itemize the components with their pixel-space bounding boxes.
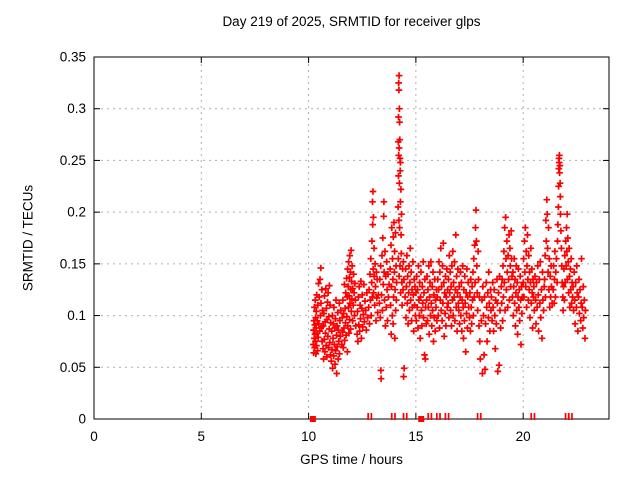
- svg-text:0.2: 0.2: [67, 205, 86, 220]
- x-axis-label: GPS time / hours: [300, 452, 403, 467]
- svg-text:0.3: 0.3: [67, 101, 86, 116]
- svg-text:0.1: 0.1: [67, 308, 86, 323]
- svg-text:15: 15: [408, 429, 423, 444]
- svg-text:10: 10: [301, 429, 316, 444]
- svg-text:20: 20: [516, 429, 531, 444]
- data-points: [310, 72, 589, 382]
- grid-lines: [95, 58, 608, 418]
- svg-text:0: 0: [90, 429, 98, 444]
- svg-text:0.35: 0.35: [60, 50, 86, 65]
- svg-text:5: 5: [198, 429, 206, 444]
- x-tick-labels: 0 5 10 15 20: [90, 429, 530, 444]
- svg-text:0: 0: [78, 412, 86, 427]
- svg-text:0.05: 0.05: [60, 360, 86, 375]
- svg-text:0.15: 0.15: [60, 256, 86, 271]
- axis-marks: [309, 413, 573, 422]
- svg-text:0.25: 0.25: [60, 153, 86, 168]
- y-tick-labels: 0 0.05 0.1 0.15 0.2 0.25 0.3 0.35: [60, 50, 86, 427]
- chart-title: Day 219 of 2025, SRMTID for receiver glp…: [222, 14, 481, 29]
- plot-border-and-ticks: [93, 56, 610, 420]
